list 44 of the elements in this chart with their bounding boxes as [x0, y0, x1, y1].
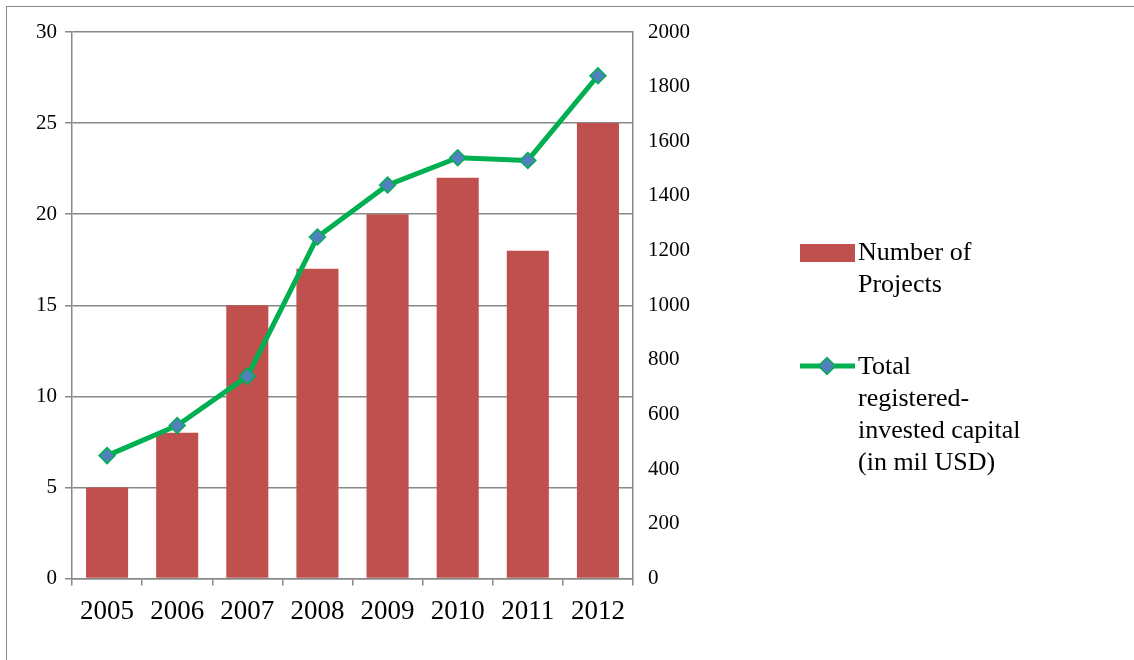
y2-tick-label: 1400	[648, 182, 690, 207]
bar	[436, 177, 479, 578]
bar	[226, 305, 269, 578]
y-tick-label: 20	[36, 200, 57, 225]
x-tick-label: 2006	[150, 594, 205, 625]
legend-label: Total registered-invested capital (in mil USD)	[858, 350, 1022, 478]
point	[98, 446, 116, 465]
bar	[366, 214, 409, 578]
point	[238, 367, 257, 386]
bar	[86, 487, 129, 578]
point	[378, 176, 397, 194]
y2-tick-label: 400	[648, 455, 680, 480]
y2-tick-label: 600	[648, 401, 680, 426]
y-tick-label: 25	[36, 109, 57, 134]
bar	[156, 432, 199, 578]
bar	[576, 123, 619, 578]
x-tick-label: 2011	[501, 594, 555, 625]
y-tick-label: 5	[46, 474, 57, 499]
y2-tick-label: 1000	[648, 291, 690, 316]
point	[448, 148, 467, 167]
point	[168, 416, 186, 435]
y2-tick-label: 0	[648, 565, 659, 590]
point	[519, 151, 537, 170]
y2-tick-label: 1200	[648, 237, 690, 262]
legend-label: Number of Projects	[858, 236, 973, 300]
y-tick-label: 10	[36, 382, 57, 407]
x-tick-label: 2012	[570, 594, 625, 625]
bar	[506, 250, 549, 578]
point	[308, 228, 327, 246]
y-tick-label: 0	[46, 565, 57, 590]
x-tick-label: 2008	[290, 594, 345, 625]
x-tick-label: 2009	[360, 594, 415, 625]
y2-tick-label: 1600	[648, 127, 690, 152]
bar	[296, 268, 339, 578]
y2-tick-label: 2000	[648, 18, 690, 43]
x-tick-label: 2007	[220, 594, 275, 625]
x-tick-label: 2005	[80, 594, 135, 625]
x-tick-label: 2010	[430, 594, 485, 625]
y2-tick-label: 200	[648, 510, 680, 535]
y-tick-label: 15	[36, 291, 57, 316]
point	[589, 66, 607, 85]
y-tick-label: 30	[36, 18, 57, 43]
y2-tick-label: 1800	[648, 73, 690, 98]
y2-tick-label: 800	[648, 346, 680, 371]
